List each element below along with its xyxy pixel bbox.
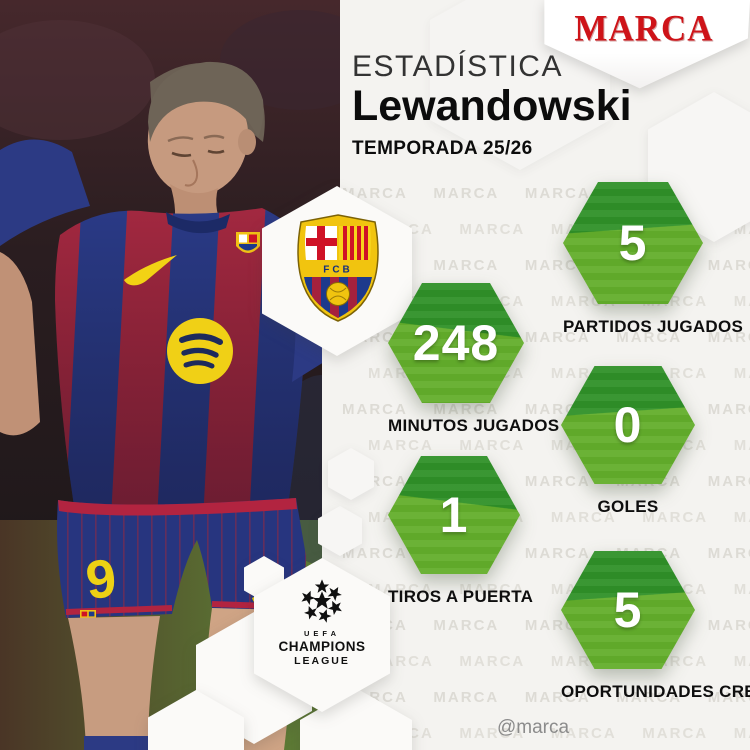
chest-crest-icon — [236, 232, 260, 253]
page-title: Lewandowski — [352, 82, 632, 130]
marca-logo-text: MARCA — [574, 7, 714, 49]
hex-tile-decor — [318, 506, 362, 556]
stat-partidos-jugados: 5 PARTIDOS JUGADOS — [563, 182, 744, 337]
fcb-crest-icon: FCB — [297, 214, 379, 322]
stat-value: 5 — [613, 582, 643, 638]
champions-league-starball-icon — [298, 579, 345, 624]
stat-label: GOLES — [597, 497, 659, 516]
champions-league-logo: UEFA CHAMPIONS LEAGUE — [254, 560, 390, 667]
stat-oportunidades-creadas: 5 OPORTUNIDADES CREADAS — [561, 551, 750, 702]
spotify-logo-icon — [167, 318, 233, 384]
stat-label: OPORTUNIDADES CREADAS — [561, 682, 750, 701]
stat-label: MINUTOS JUGADOS — [388, 416, 560, 435]
season-label: TEMPORADA 25/26 — [352, 137, 533, 159]
hex-tile-decor — [148, 690, 244, 750]
ucl-name-line2: LEAGUE — [294, 655, 350, 667]
ucl-name-line1: CHAMPIONS — [278, 639, 366, 654]
stat-minutos-jugados: 248 MINUTOS JUGADOS — [388, 283, 560, 436]
stat-tiros-a-puerta: 1 TIROS A PUERTA — [388, 456, 534, 607]
nike-swoosh-icon — [124, 255, 177, 286]
stat-goles: 0 GOLES — [561, 366, 695, 517]
fcb-crest: FCB — [288, 212, 388, 329]
stat-value: 5 — [618, 215, 648, 271]
kicker-label: ESTADÍSTICA — [352, 50, 563, 83]
ucl-org-label: UEFA — [303, 629, 340, 638]
stat-label: PARTIDOS JUGADOS — [563, 317, 744, 336]
hex-tile-decor — [328, 448, 374, 500]
footer-handle: @marca — [496, 717, 570, 738]
header: ESTADÍSTICA Lewandowski TEMPORADA 25/26 — [352, 50, 744, 160]
stat-value: 248 — [412, 315, 500, 371]
stat-value: 1 — [439, 487, 469, 543]
shirt-number: 9 — [83, 548, 119, 611]
marca-logo-badge: MARCA — [538, 0, 750, 96]
crest-initials: FCB — [323, 265, 353, 276]
stat-label: TIROS A PUERTA — [388, 587, 534, 606]
stat-value: 0 — [613, 397, 643, 453]
